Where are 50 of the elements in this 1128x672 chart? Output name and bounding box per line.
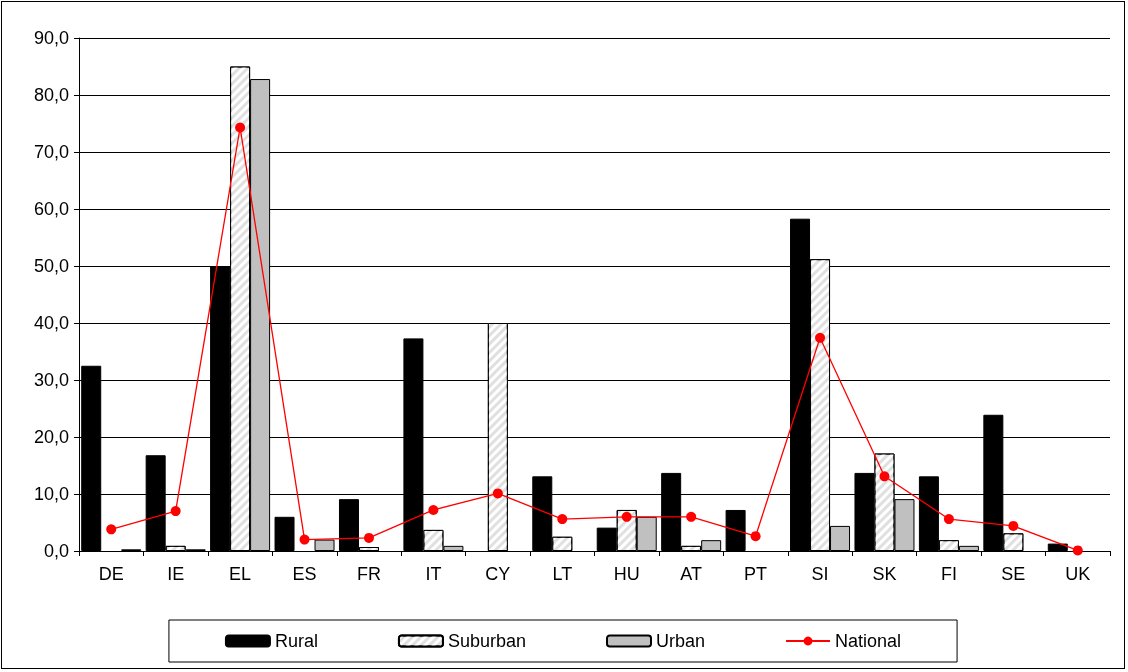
point bbox=[815, 332, 826, 343]
y-tick-label: 20,0 bbox=[33, 427, 69, 447]
y-tick-label: 50,0 bbox=[33, 256, 69, 276]
bar bbox=[1047, 543, 1068, 551]
point bbox=[428, 504, 439, 515]
y-tick-label: 0,0 bbox=[43, 541, 69, 561]
x-tick-label: EL bbox=[229, 564, 252, 584]
bar bbox=[274, 516, 295, 551]
point bbox=[943, 514, 954, 525]
point bbox=[363, 532, 374, 543]
point bbox=[299, 534, 310, 545]
x-tick-label: HU bbox=[613, 564, 640, 584]
y-tick-label: 80,0 bbox=[33, 85, 69, 105]
x-tick-label: SK bbox=[872, 564, 897, 584]
x-tick-label: FI bbox=[940, 564, 957, 584]
legend-label: Rural bbox=[274, 631, 318, 651]
x-tick-label: SI bbox=[811, 564, 829, 584]
x-tick-label: CY bbox=[485, 564, 511, 584]
x-tick-label: IT bbox=[425, 564, 442, 584]
legend-label: Urban bbox=[656, 631, 706, 651]
x-tick-label: UK bbox=[1065, 564, 1091, 584]
y-tick-label: 60,0 bbox=[33, 199, 69, 219]
x-tick-label: DE bbox=[98, 564, 124, 584]
bar bbox=[314, 539, 335, 551]
x-tick-label: PT bbox=[744, 564, 768, 584]
y-tick-label: 40,0 bbox=[33, 313, 69, 333]
point bbox=[1072, 545, 1083, 556]
x-tick-label: LT bbox=[552, 564, 573, 584]
point bbox=[1008, 520, 1019, 531]
point bbox=[492, 488, 503, 499]
point bbox=[106, 524, 117, 535]
point bbox=[686, 511, 697, 522]
y-tick-label: 90,0 bbox=[33, 28, 69, 48]
legend-label: Suburban bbox=[447, 631, 527, 651]
y-tick-label: 30,0 bbox=[33, 370, 69, 390]
point bbox=[750, 531, 761, 542]
bar bbox=[725, 509, 746, 551]
point bbox=[621, 511, 632, 522]
x-tick-label: ES bbox=[292, 564, 317, 584]
point bbox=[557, 514, 568, 525]
point bbox=[170, 506, 181, 517]
point bbox=[235, 122, 246, 133]
point bbox=[879, 471, 890, 482]
x-tick-label: FR bbox=[356, 564, 381, 584]
x-tick-label: AT bbox=[680, 564, 702, 584]
legend-label: National bbox=[835, 631, 902, 651]
x-tick-label: SE bbox=[1001, 564, 1026, 584]
y-tick-label: 70,0 bbox=[33, 142, 69, 162]
y-tick-label: 10,0 bbox=[33, 484, 69, 504]
x-tick-label: IE bbox=[167, 564, 185, 584]
